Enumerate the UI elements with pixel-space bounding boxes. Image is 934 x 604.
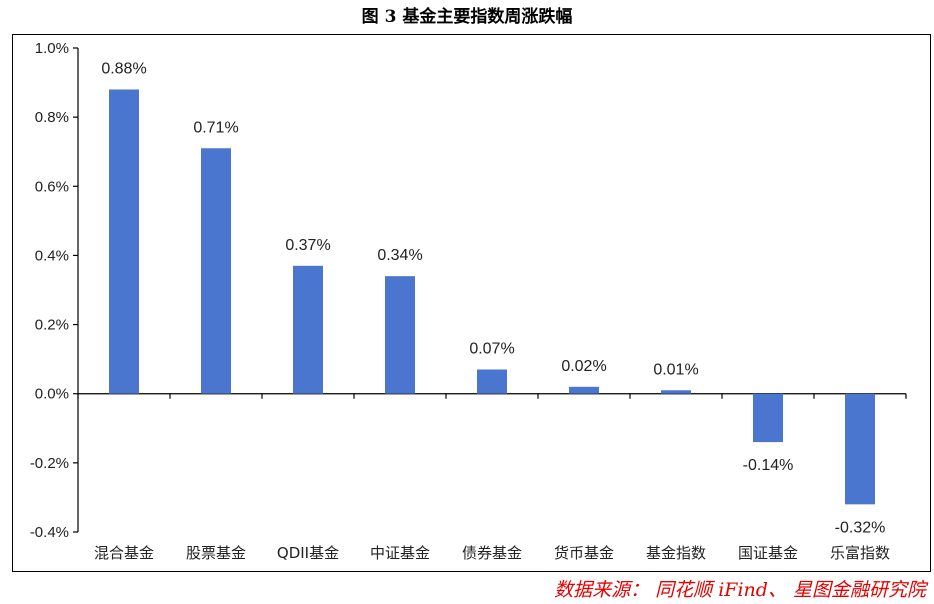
category-label: 基金指数	[646, 544, 706, 562]
bar	[109, 89, 139, 394]
bar	[477, 369, 507, 394]
bar	[293, 265, 323, 394]
y-tick-label: 0.4%	[35, 247, 69, 264]
bar	[569, 386, 599, 394]
data-label: 0.71%	[193, 119, 238, 136]
bar	[845, 393, 875, 505]
category-label: QDII基金	[277, 544, 339, 562]
data-label: 0.07%	[469, 341, 514, 358]
chart-frame	[12, 34, 931, 572]
category-labels: 混合基金 股票基金 QDII基金 中证基金 债券基金 货币基金 基金指数 国证基金 乐富指数	[94, 544, 890, 562]
data-label: 0.37%	[285, 237, 330, 254]
y-axis-ticks: -0.4% -0.2% 0.0% 0.2% 0.4% 0.6% 0.8% 1.0%	[30, 40, 78, 541]
data-label: -0.32%	[835, 519, 886, 536]
y-tick-label: -0.2%	[30, 455, 69, 472]
category-label: 中证基金	[370, 544, 430, 562]
category-label: 乐富指数	[830, 544, 890, 562]
bar	[201, 148, 231, 394]
y-tick-label: 0.8%	[35, 109, 69, 126]
bars	[109, 89, 875, 505]
category-label: 债券基金	[462, 544, 522, 562]
category-label: 混合基金	[94, 544, 154, 562]
data-label: 0.88%	[101, 60, 146, 77]
data-labels: 0.88% 0.71% 0.37% 0.34% 0.07% 0.02% 0.01% -0.14…	[101, 60, 885, 536]
y-tick-label: 0.6%	[35, 178, 69, 195]
data-label: 0.01%	[653, 361, 698, 378]
data-label: -0.14%	[743, 457, 794, 474]
data-label: 0.02%	[561, 358, 606, 375]
y-tick-label: 0.2%	[35, 317, 69, 334]
bar	[661, 390, 691, 394]
category-label: 货币基金	[554, 544, 614, 562]
y-tick-label: 0.0%	[35, 386, 69, 403]
category-label: 国证基金	[738, 544, 798, 562]
x-axis-ticks	[77, 393, 907, 399]
data-label: 0.34%	[377, 247, 422, 264]
chart-title: 图 3 基金主要指数周涨跌幅	[361, 7, 573, 27]
y-tick-label: -0.4%	[30, 524, 69, 541]
category-label: 股票基金	[186, 544, 246, 562]
source-note: 数据来源： 同花顺 iFind、 星图金融研究院	[554, 579, 926, 601]
bar	[753, 393, 783, 443]
bar	[385, 276, 415, 394]
y-tick-label: 1.0%	[35, 40, 69, 57]
